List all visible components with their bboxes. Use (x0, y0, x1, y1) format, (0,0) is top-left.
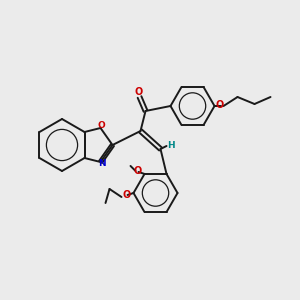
Text: H: H (167, 142, 174, 151)
Text: O: O (134, 166, 142, 176)
Text: O: O (122, 190, 130, 200)
Text: O: O (134, 87, 142, 97)
Text: N: N (98, 160, 105, 169)
Text: O: O (98, 122, 105, 130)
Text: O: O (215, 100, 223, 110)
